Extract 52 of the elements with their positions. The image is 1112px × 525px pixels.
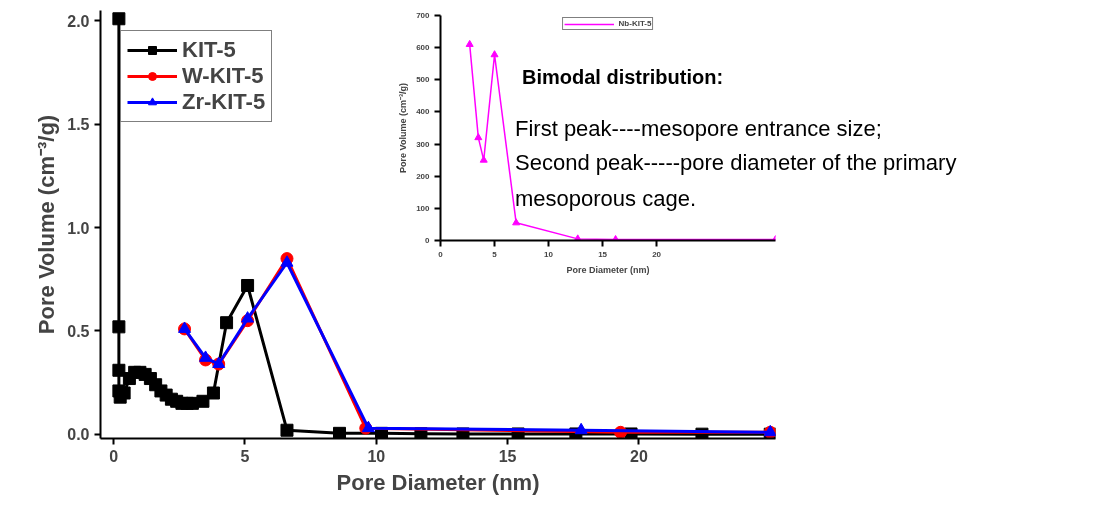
x-tick-label: 10 xyxy=(544,249,554,259)
point xyxy=(199,350,213,362)
point xyxy=(112,363,126,377)
point xyxy=(206,386,220,400)
y-tick-label: 400 xyxy=(416,107,431,117)
x-tick-label: 20 xyxy=(630,447,648,465)
x-tick-label: 20 xyxy=(652,249,662,259)
point xyxy=(574,422,588,435)
point xyxy=(512,218,521,226)
point xyxy=(112,12,126,26)
x-tick-label: 0 xyxy=(109,447,119,465)
y-axis-title: Pore Volume (cm⁻³/g) xyxy=(34,114,60,335)
y-tick-label: 0 xyxy=(425,236,431,245)
point xyxy=(479,155,488,163)
point xyxy=(241,279,255,292)
y-tick-label: 2.0 xyxy=(67,12,90,30)
y-tick-label: 500 xyxy=(416,75,431,85)
point xyxy=(196,394,210,408)
x-tick-label: 10 xyxy=(367,447,386,465)
y-axis-title: Pore Volume (cm⁻³/g) xyxy=(398,83,409,173)
x-tick-label: 5 xyxy=(240,447,250,465)
annotation: Second peak-----pore diameter of the primary xyxy=(515,149,957,177)
y-tick-label: 0.0 xyxy=(67,426,90,444)
annotation: Bimodal distribution: xyxy=(522,65,724,90)
y-tick-label: 700 xyxy=(416,11,431,20)
annotation: mesoporous cage. xyxy=(515,185,696,213)
point xyxy=(220,316,234,330)
point xyxy=(490,50,499,58)
y-tick-label: 1.0 xyxy=(67,219,90,237)
x-tick-label: 0 xyxy=(438,249,444,259)
y-tick-label: 600 xyxy=(416,43,431,53)
y-tick-label: 100 xyxy=(416,203,431,213)
legend-label: Zr-KIT-5 xyxy=(182,89,266,115)
y-tick-label: 200 xyxy=(416,171,431,181)
y-tick-label: 0.5 xyxy=(67,322,90,340)
x-tick-label: 5 xyxy=(492,249,498,259)
x-tick-label: 15 xyxy=(498,447,517,465)
point xyxy=(474,133,483,141)
y-tick-label: 1.5 xyxy=(67,116,90,134)
point xyxy=(280,423,294,437)
annotation: First peak----mesopore entrance size; xyxy=(515,115,882,143)
legend-label: W-KIT-5 xyxy=(182,63,264,89)
y-tick-label: 300 xyxy=(416,139,431,149)
x-axis-title: Pore Diameter (nm) xyxy=(566,264,650,275)
legend-label: KIT-5 xyxy=(182,37,236,63)
point xyxy=(465,39,474,47)
x-tick-label: 15 xyxy=(598,249,608,259)
text: Nb-KIT-5 xyxy=(618,19,652,28)
point xyxy=(333,426,347,439)
point xyxy=(112,320,126,334)
point xyxy=(241,311,255,323)
x-axis-title: Pore Diameter (nm) xyxy=(336,469,540,495)
